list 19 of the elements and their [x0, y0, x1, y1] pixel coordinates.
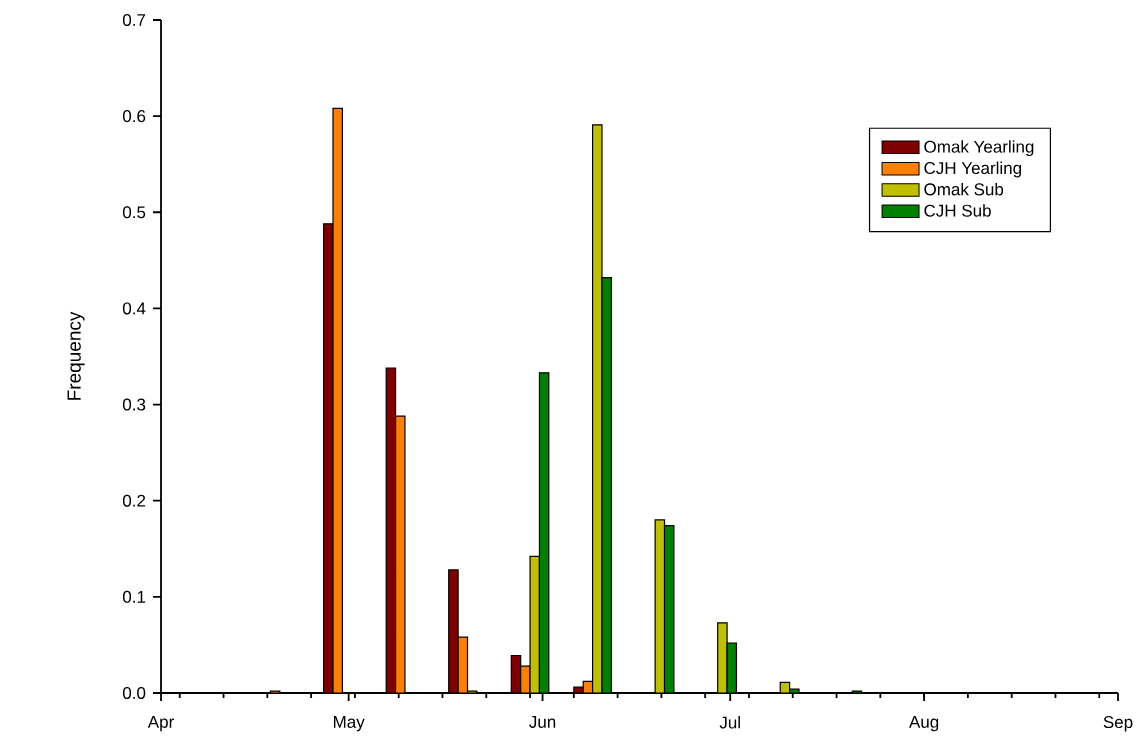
legend-label: Omak Sub — [924, 182, 1004, 196]
y-tick-label: 0.0 — [122, 686, 146, 699]
x-tick-label: May — [333, 716, 365, 732]
y-tick-label: 0.2 — [122, 494, 146, 507]
x-tick-label: Aug — [909, 716, 939, 732]
y-tick-label: 0.6 — [122, 110, 146, 123]
y-tick-label: 0.7 — [122, 13, 146, 26]
legend-label: Omak Yearling — [924, 140, 1034, 157]
y-tick-label: 0.4 — [122, 302, 146, 315]
y-tick-label: 0.3 — [122, 398, 146, 411]
legend-label: CJH Yearling — [924, 161, 1022, 178]
y-tick-label: 0.1 — [122, 590, 146, 603]
y-tick-label: 0.5 — [122, 206, 146, 219]
x-tick-label: Jul — [719, 716, 740, 729]
x-tick-label: Apr — [147, 716, 174, 732]
y-axis-title: Frequency — [67, 311, 85, 400]
x-tick-label: Jun — [529, 716, 556, 728]
x-tick-label: Sep — [1103, 716, 1133, 732]
legend-label: CJH Sub — [924, 204, 991, 217]
